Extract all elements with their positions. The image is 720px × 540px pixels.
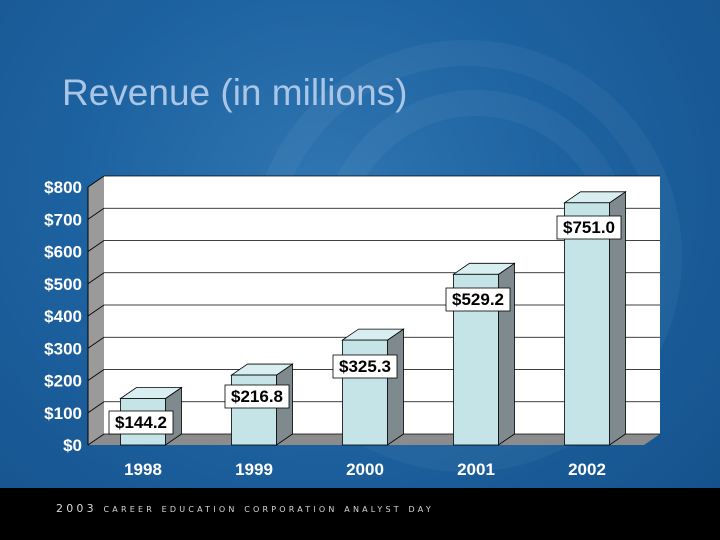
y-tick-label: $0 <box>63 436 82 455</box>
data-label: $144.2 <box>115 413 167 432</box>
data-label: $216.8 <box>231 387 283 406</box>
gridline-side <box>87 175 105 188</box>
y-tick-label: $800 <box>44 178 82 197</box>
bar <box>564 202 610 446</box>
y-tick-label: $400 <box>44 307 82 326</box>
data-label: $529.2 <box>452 290 504 309</box>
gridline-side <box>87 240 105 252</box>
data-label-box <box>332 354 398 379</box>
x-category-label: 2002 <box>568 460 606 479</box>
x-category-label: 2001 <box>457 460 495 479</box>
slide-title: Revenue (in millions) <box>62 72 408 113</box>
footer-bar: 2003 career education corporation analys… <box>0 488 720 540</box>
bar-side <box>387 328 404 446</box>
y-tick-label: $200 <box>44 372 82 391</box>
y-tick-label: $600 <box>44 243 82 262</box>
y-tick-label: $500 <box>44 275 82 294</box>
data-label-box <box>556 215 622 240</box>
data-label-box <box>108 410 174 435</box>
y-tick-label: $100 <box>44 404 82 423</box>
data-label: $325.3 <box>339 357 391 376</box>
revenue-bar-chart: $0 $100 $200 $300 $400 $500 $600 $700 $800 1998 $1… <box>44 175 660 479</box>
gridline-side <box>87 336 105 349</box>
y-tick-label: $700 <box>44 210 82 229</box>
gridline-side <box>87 272 105 285</box>
gridline-side <box>87 433 105 446</box>
data-label-box <box>445 287 511 312</box>
gridline-side <box>87 369 105 381</box>
gridline-side <box>87 401 105 414</box>
gridline-side <box>87 207 105 220</box>
y-tick-label: $300 <box>44 339 82 358</box>
x-category-label: 2000 <box>346 460 384 479</box>
gridline-side <box>87 304 105 317</box>
x-category-label: 1998 <box>124 460 162 479</box>
footer-text: 2003 career education corporation analys… <box>56 502 434 515</box>
x-category-label: 1999 <box>235 460 273 479</box>
data-label-box <box>224 384 290 409</box>
data-label: $751.0 <box>563 218 615 237</box>
